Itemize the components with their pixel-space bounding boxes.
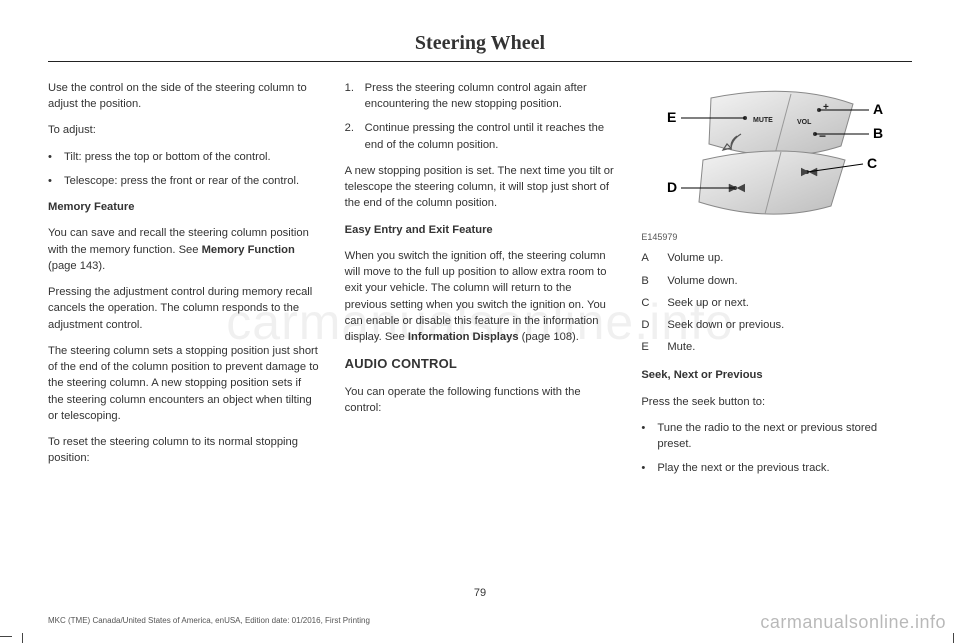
legend-row: BVolume down. xyxy=(641,273,912,289)
text: When you switch the ignition off, the st… xyxy=(345,250,607,343)
list-item: 2.Continue pressing the control until it… xyxy=(345,120,616,152)
list-item: •Tilt: press the top or bottom of the co… xyxy=(48,149,319,165)
col2-p2: When you switch the ignition off, the st… xyxy=(345,248,616,345)
column-2: 1.Press the steering column control agai… xyxy=(345,80,616,487)
legend-key: D xyxy=(641,317,667,333)
footer-left: MKC (TME) Canada/United States of Americ… xyxy=(48,616,370,625)
legend-row: CSeek up or next. xyxy=(641,295,912,311)
bullet-dot: • xyxy=(641,420,657,452)
svg-text:D: D xyxy=(667,179,677,195)
col1-p6: To reset the steering column to its norm… xyxy=(48,434,319,466)
col3-heading-seek: Seek, Next or Previous xyxy=(641,367,912,383)
bullet-dot: • xyxy=(641,460,657,476)
step-number: 1. xyxy=(345,80,365,112)
svg-text:C: C xyxy=(867,155,877,171)
list-item: 1.Press the steering column control agai… xyxy=(345,80,616,112)
svg-text:−: − xyxy=(819,129,826,143)
svg-text:A: A xyxy=(873,101,883,117)
page-title: Steering Wheel xyxy=(48,32,912,55)
col1-heading-memory: Memory Feature xyxy=(48,199,319,215)
audio-control-diagram: MUTE VOL + − A B xyxy=(641,80,912,244)
diagram-code: E145979 xyxy=(641,231,912,244)
bullet-text: Tilt: press the top or bottom of the con… xyxy=(64,149,271,165)
content-columns: Use the control on the side of the steer… xyxy=(48,80,912,487)
svg-text:MUTE: MUTE xyxy=(753,117,773,124)
step-number: 2. xyxy=(345,120,365,152)
text: (page 143). xyxy=(48,260,105,272)
col1-p5: The steering column sets a stopping posi… xyxy=(48,343,319,424)
title-rule xyxy=(48,61,912,62)
xref-memory-function: Memory Function xyxy=(202,244,295,256)
legend-value: Volume down. xyxy=(667,273,737,289)
step-text: Press the steering column control again … xyxy=(365,80,616,112)
audio-legend: AVolume up. BVolume down. CSeek up or ne… xyxy=(641,250,912,355)
col2-heading-audio-control: AUDIO CONTROL xyxy=(345,355,616,374)
xref-information-displays: Information Displays xyxy=(408,331,519,343)
legend-row: AVolume up. xyxy=(641,250,912,266)
audio-control-svg: MUTE VOL + − A B xyxy=(641,80,891,230)
legend-key: C xyxy=(641,295,667,311)
legend-value: Volume up. xyxy=(667,250,723,266)
col1-bullets: •Tilt: press the top or bottom of the co… xyxy=(48,149,319,189)
legend-value: Seek down or previous. xyxy=(667,317,784,333)
col3-p1: Press the seek button to: xyxy=(641,394,912,410)
col1-p2: To adjust: xyxy=(48,122,319,138)
text: (page 108). xyxy=(519,331,579,343)
footer-right-watermark: carmanualsonline.info xyxy=(760,612,946,633)
column-1: Use the control on the side of the steer… xyxy=(48,80,319,487)
col2-heading-easy-entry: Easy Entry and Exit Feature xyxy=(345,222,616,238)
col2-p3: You can operate the following functions … xyxy=(345,384,616,416)
legend-row: DSeek down or previous. xyxy=(641,317,912,333)
col1-p3: You can save and recall the steering col… xyxy=(48,225,319,274)
list-item: •Play the next or the previous track. xyxy=(641,460,912,476)
bullet-text: Play the next or the previous track. xyxy=(657,460,829,476)
legend-key: A xyxy=(641,250,667,266)
column-3: MUTE VOL + − A B xyxy=(641,80,912,487)
col1-p1: Use the control on the side of the steer… xyxy=(48,80,319,112)
legend-key: E xyxy=(641,339,667,355)
crop-mark xyxy=(0,636,12,637)
step-text: Continue pressing the control until it r… xyxy=(365,120,616,152)
col1-p4: Pressing the adjustment control during m… xyxy=(48,284,319,333)
list-item: •Tune the radio to the next or previous … xyxy=(641,420,912,452)
bullet-dot: • xyxy=(48,149,64,165)
svg-text:+: + xyxy=(823,102,829,113)
crop-mark xyxy=(953,633,954,643)
svg-text:VOL: VOL xyxy=(797,119,812,126)
crop-mark xyxy=(22,633,23,643)
legend-row: EMute. xyxy=(641,339,912,355)
list-item: •Telescope: press the front or rear of t… xyxy=(48,173,319,189)
page: Steering Wheel Use the control on the si… xyxy=(0,0,960,643)
bullet-text: Telescope: press the front or rear of th… xyxy=(64,173,299,189)
svg-text:B: B xyxy=(873,125,883,141)
legend-value: Seek up or next. xyxy=(667,295,748,311)
bullet-text: Tune the radio to the next or previous s… xyxy=(657,420,912,452)
page-number: 79 xyxy=(0,587,960,599)
col3-bullets: •Tune the radio to the next or previous … xyxy=(641,420,912,477)
legend-key: B xyxy=(641,273,667,289)
col2-p1: A new stopping position is set. The next… xyxy=(345,163,616,212)
svg-text:E: E xyxy=(667,109,676,125)
legend-value: Mute. xyxy=(667,339,695,355)
bullet-dot: • xyxy=(48,173,64,189)
col2-steps: 1.Press the steering column control agai… xyxy=(345,80,616,153)
